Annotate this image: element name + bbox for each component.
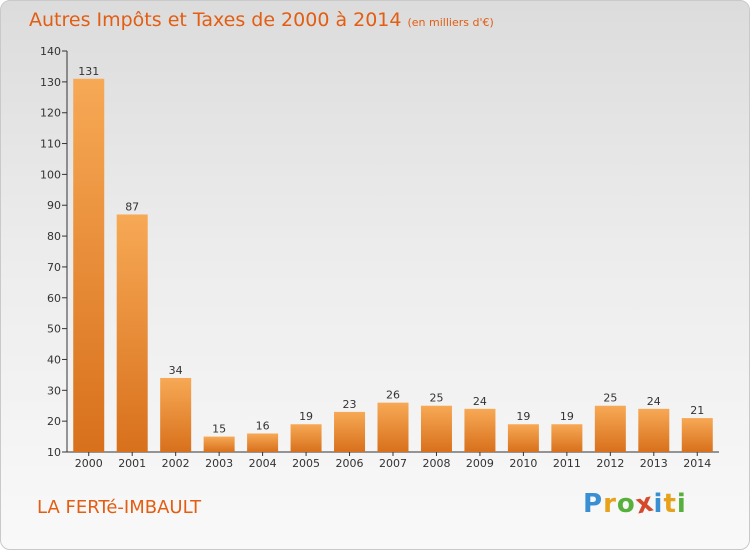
data-label-2014: 21 <box>690 404 704 417</box>
y-tick-label: 60 <box>47 292 61 305</box>
bar-2010 <box>507 424 539 452</box>
y-tick-label: 10 <box>47 446 61 459</box>
x-tick-label-2009: 2009 <box>466 457 494 470</box>
bar-2013 <box>638 408 670 452</box>
location-name: LA FERTé-IMBAULT <box>37 497 202 518</box>
bar-2011 <box>551 424 583 452</box>
x-tick-label-2002: 2002 <box>162 457 190 470</box>
bar-2008 <box>420 405 452 452</box>
y-axis: 10 20 30 40 50 60 70 80 90 100 110 120 130 140 <box>40 45 68 459</box>
x-tick-label-2011: 2011 <box>553 457 581 470</box>
logo-letter: t <box>663 489 677 519</box>
bar-2009 <box>464 408 496 452</box>
data-label-2007: 26 <box>386 389 400 402</box>
data-label-2000: 131 <box>78 65 99 78</box>
data-label-2005: 19 <box>299 410 313 423</box>
x-tick-label-2003: 2003 <box>205 457 233 470</box>
y-tick-label: 100 <box>40 168 61 181</box>
bar-2004 <box>247 433 279 452</box>
logo-letter: i <box>676 489 687 519</box>
data-label-2010: 19 <box>516 410 530 423</box>
x-tick-label-2014: 2014 <box>683 457 711 470</box>
bars: 131 87 34 15 16 19 23 26 25 24 19 19 25 24 21 <box>73 65 713 452</box>
y-tick-label: 140 <box>40 45 61 58</box>
data-label-2012: 25 <box>603 392 617 405</box>
x-tick-label-2008: 2008 <box>422 457 450 470</box>
bar-2005 <box>290 424 322 452</box>
x-tick-label-2004: 2004 <box>249 457 277 470</box>
bar-2003 <box>203 436 235 452</box>
x-tick-label-2013: 2013 <box>640 457 668 470</box>
x-tick-label-2000: 2000 <box>75 457 103 470</box>
x-tick-label-2010: 2010 <box>509 457 537 470</box>
x-axis: 2000 2001 2002 2003 2004 2005 2006 2007 2008 2009… <box>67 451 719 470</box>
logo-letter: i <box>653 489 664 519</box>
y-tick-label: 20 <box>47 415 61 428</box>
chart-title: Autres Impôts et Taxes de 2000 à 2014 (en… <box>29 9 494 31</box>
x-tick-label-2005: 2005 <box>292 457 320 470</box>
data-label-2008: 25 <box>429 392 443 405</box>
data-label-2003: 15 <box>212 423 226 436</box>
data-label-2004: 16 <box>256 419 270 432</box>
logo-letter: o <box>616 489 636 519</box>
logo-letter: P <box>583 489 604 519</box>
title-main: Autres Impôts et Taxes de 2000 à 2014 <box>29 9 402 31</box>
y-tick-label: 110 <box>40 138 61 151</box>
bar-2012 <box>594 405 626 452</box>
y-tick-label: 50 <box>47 323 61 336</box>
data-label-2002: 34 <box>169 364 183 377</box>
bar-2000 <box>73 78 105 452</box>
y-tick-label: 70 <box>47 261 61 274</box>
y-tick-label: 120 <box>40 107 61 120</box>
bar-2007 <box>377 402 409 452</box>
y-tick-label: 90 <box>47 199 61 212</box>
proxiti-logo: Proxiti <box>583 487 687 520</box>
data-label-2009: 24 <box>473 395 487 408</box>
bar-2006 <box>334 411 366 452</box>
y-tick-label: 130 <box>40 76 61 89</box>
title-unit: (en milliers d'€) <box>407 16 494 29</box>
bar-2002 <box>160 377 192 452</box>
data-label-2001: 87 <box>125 200 139 213</box>
y-tick-label: 40 <box>47 353 61 366</box>
x-tick-label-2007: 2007 <box>379 457 407 470</box>
y-tick-label: 30 <box>47 384 61 397</box>
x-tick-label-2001: 2001 <box>118 457 146 470</box>
bar-2001 <box>116 214 148 452</box>
data-label-2006: 23 <box>343 398 357 411</box>
bar-2014 <box>681 418 713 452</box>
data-label-2011: 19 <box>560 410 574 423</box>
x-tick-label-2006: 2006 <box>336 457 364 470</box>
y-tick-label: 80 <box>47 230 61 243</box>
logo-letter: r <box>603 489 617 519</box>
data-label-2013: 24 <box>647 395 661 408</box>
x-tick-label-2012: 2012 <box>596 457 624 470</box>
